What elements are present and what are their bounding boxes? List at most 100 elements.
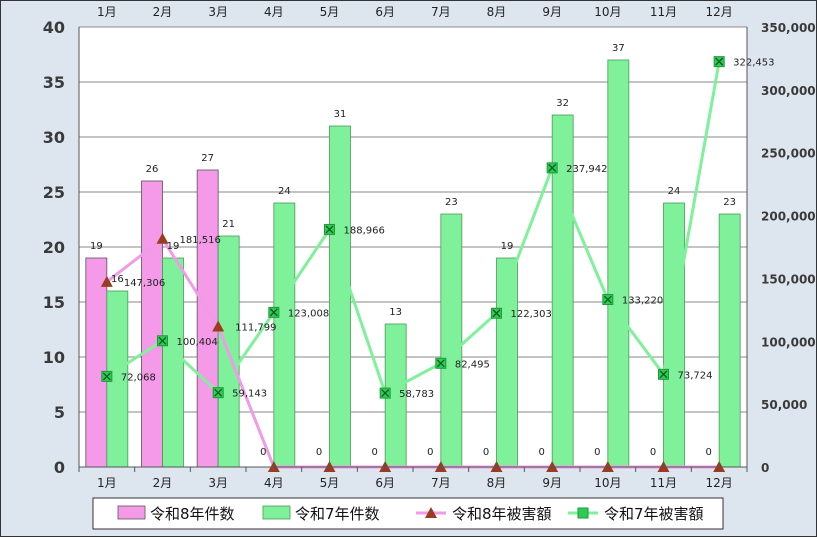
line-r8-value-label: 111,799	[235, 322, 276, 333]
line-r7-value-label: 237,942	[566, 164, 607, 175]
y-right-tick-label: 250,000	[761, 147, 816, 161]
x-bottom-tick-label: 3月	[208, 476, 228, 490]
line-r7-value-label: 122,303	[511, 309, 552, 320]
bar-r7-count	[663, 202, 685, 468]
bar-r7-count	[718, 213, 741, 468]
bar-r8-value-label: 0	[705, 447, 711, 458]
bar-r7-value-label: 19	[501, 241, 514, 252]
x-top-tick-label: 8月	[487, 5, 507, 19]
bar-r8-count	[196, 169, 219, 468]
bar-r8-value-label: 0	[260, 447, 266, 458]
marker-r7-cross	[436, 359, 445, 368]
bar-r7-value-label: 32	[556, 98, 569, 109]
bar-r8-value-label: 26	[146, 164, 159, 175]
line-r7-value-label: 188,966	[344, 225, 385, 236]
x-bottom-tick-label: 6月	[375, 476, 395, 490]
y-right-tick-label: 200,000	[761, 210, 816, 224]
bar-r8-value-label: 0	[427, 447, 433, 458]
marker-r8-damage	[212, 320, 225, 332]
line-r7-value-label: 73,724	[678, 370, 713, 381]
y-left-tick-label: 0	[54, 458, 65, 477]
marker-r7-cross	[548, 163, 557, 172]
y-left-tick-label: 40	[43, 18, 65, 37]
bar-r7-value-label: 37	[612, 43, 625, 54]
bar-r7-count	[440, 213, 463, 468]
bar-r8-value-label: 19	[90, 241, 103, 252]
x-top-tick-label: 9月	[542, 5, 562, 19]
y-right-tick-label: 350,000	[761, 21, 816, 35]
line-r7-value-label: 82,495	[455, 359, 490, 370]
x-bottom-tick-label: 11月	[650, 476, 677, 490]
marker-r8-damage	[156, 232, 169, 244]
marker-r7-cross	[603, 295, 612, 304]
line-r7-value-label: 123,008	[288, 308, 329, 319]
y-left-tick-label: 20	[43, 238, 65, 257]
x-bottom-tick-label: 10月	[594, 476, 621, 490]
bar-r7-count	[273, 202, 296, 468]
bar-r8-value-label: 0	[483, 447, 489, 458]
line-r8-value-label: 147,306	[124, 278, 165, 289]
legend-marker-r8-damage	[425, 507, 437, 518]
x-top-tick-label: 5月	[320, 5, 340, 19]
y-left-tick-label: 30	[43, 128, 65, 147]
x-top-tick-label: 3月	[208, 5, 228, 19]
x-top-tick-label: 7月	[431, 5, 451, 19]
bar-r7-value-label: 19	[167, 241, 180, 252]
x-top-tick-label: 6月	[375, 5, 395, 19]
legend-label-r7-damage: 令和7年被害額	[604, 505, 704, 523]
marker-r7-cross	[325, 225, 334, 234]
line-r7-value-label: 58,783	[399, 389, 434, 400]
marker-r7-cross	[381, 389, 390, 398]
marker-r7-cross	[492, 309, 501, 318]
x-top-tick-label: 12月	[706, 5, 733, 19]
bar-r8-value-label: 0	[316, 447, 322, 458]
bar-r7-value-label: 13	[389, 307, 402, 318]
bar-r8-value-label: 27	[201, 153, 214, 164]
marker-r8-damage	[100, 275, 113, 287]
bar-r7-value-label: 23	[445, 197, 458, 208]
marker-r7-cross	[269, 308, 278, 317]
x-bottom-tick-label: 2月	[153, 476, 173, 490]
bar-r7-value-label: 31	[334, 109, 347, 120]
x-bottom-tick-label: 9月	[542, 476, 562, 490]
y-left-tick-label: 10	[43, 348, 65, 367]
line-r7-value-label: 59,143	[232, 389, 267, 400]
marker-r7-cross	[715, 57, 724, 66]
y-right-tick-label: 100,000	[761, 335, 816, 349]
y-left-tick-label: 15	[43, 293, 65, 312]
bar-r7-count	[607, 59, 630, 468]
marker-r7-cross	[102, 372, 111, 381]
legend-label-r7-count: 令和7年件数	[295, 505, 380, 523]
x-bottom-tick-label: 4月	[264, 476, 284, 490]
line-r7-value-label: 322,453	[733, 58, 774, 69]
bar-r7-value-label: 21	[222, 219, 235, 230]
y-left-tick-label: 35	[43, 73, 65, 92]
legend-label-r8-damage: 令和8年被害額	[452, 505, 552, 523]
y-right-tick-label: 0	[761, 461, 769, 475]
line-r7-value-label: 133,220	[622, 296, 663, 307]
x-top-tick-label: 2月	[153, 5, 173, 19]
x-bottom-tick-label: 7月	[431, 476, 451, 490]
x-top-tick-label: 1月	[97, 5, 117, 19]
bar-r8-value-label: 0	[538, 447, 544, 458]
legend-swatch-r7-count	[262, 505, 291, 520]
bar-r7-value-label: 24	[278, 186, 291, 197]
y-right-tick-label: 300,000	[761, 84, 816, 98]
line-r8-value-label: 181,516	[180, 235, 221, 246]
bar-r8-value-label: 0	[594, 447, 600, 458]
marker-r7-cross	[659, 370, 668, 379]
legend-marker-r7-damage	[577, 507, 589, 519]
y-left-tick-label: 25	[43, 183, 65, 202]
y-right-tick-label: 150,000	[761, 272, 816, 286]
y-right-tick-label: 50,000	[761, 398, 807, 412]
x-top-tick-label: 4月	[264, 5, 284, 19]
x-bottom-tick-label: 5月	[320, 476, 340, 490]
bar-r7-value-label: 24	[668, 186, 681, 197]
marker-r7-cross	[158, 336, 167, 345]
bar-r8-value-label: 0	[650, 447, 656, 458]
bar-r7-count	[329, 125, 351, 468]
line-r7-value-label: 72,068	[121, 372, 156, 383]
x-bottom-tick-label: 1月	[97, 476, 117, 490]
legend-label-r8-count: 令和8年件数	[150, 505, 235, 523]
